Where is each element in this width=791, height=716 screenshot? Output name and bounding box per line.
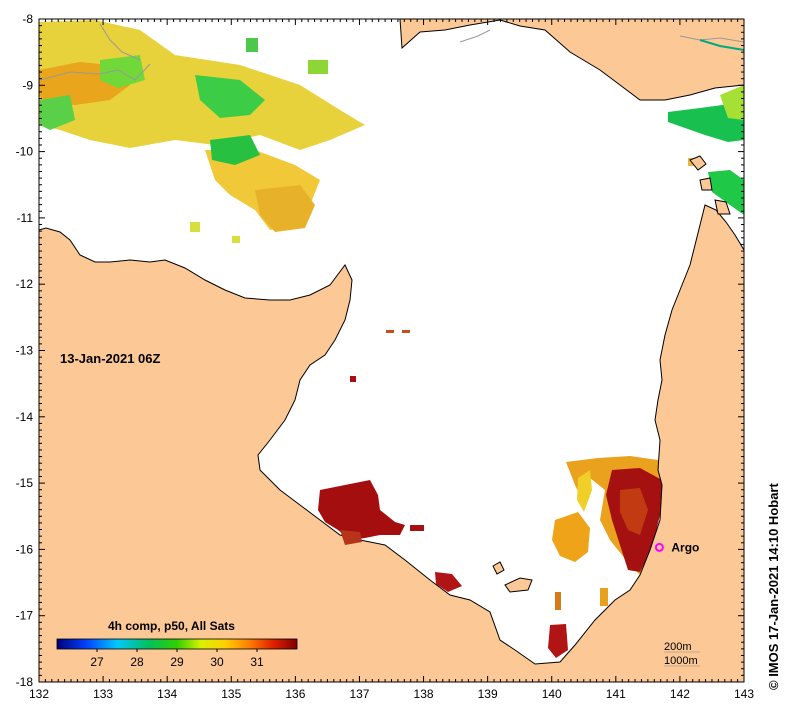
sst-patches-south xyxy=(435,456,662,658)
y-tick-label: -14 xyxy=(16,410,34,424)
island xyxy=(492,561,505,575)
x-tick-label: 142 xyxy=(670,687,690,701)
colorbar: 4h comp, p50, All Sats 27 28 29 30 31 xyxy=(56,619,298,669)
y-tick-label: -18 xyxy=(16,675,34,689)
colorbar-tick-label: 30 xyxy=(210,655,224,669)
river xyxy=(699,39,744,51)
colorbar-gradient xyxy=(56,638,298,650)
island xyxy=(714,199,731,215)
island xyxy=(689,155,707,171)
x-tick-label: 139 xyxy=(478,687,498,701)
y-tick-label: -8 xyxy=(22,12,33,26)
island xyxy=(504,577,533,593)
contour-legend: 200m 1000m xyxy=(664,641,700,667)
x-tick-label: 138 xyxy=(414,687,434,701)
y-tick-label: -17 xyxy=(16,609,34,623)
colorbar-ticks: 27 28 29 30 31 xyxy=(90,649,264,669)
y-tick-label: -15 xyxy=(16,476,34,490)
x-tick-label: 135 xyxy=(221,687,241,701)
y-tick-label: -10 xyxy=(16,145,34,159)
x-tick-label: 137 xyxy=(349,687,369,701)
y-tick-label: -16 xyxy=(16,542,34,556)
x-tick-label: 143 xyxy=(734,687,754,701)
sst-patches-coast xyxy=(318,330,424,545)
rivers xyxy=(39,23,744,81)
x-tick-label: 141 xyxy=(606,687,626,701)
colorbar-tick-label: 27 xyxy=(90,655,104,669)
x-tick-label: 140 xyxy=(542,687,562,701)
x-tick-label: 136 xyxy=(285,687,305,701)
argo-icon xyxy=(654,542,664,552)
axis-ticks: 132 133 134 135 136 137 138 139 140 141 142 143 -8 -9… xyxy=(16,12,755,701)
y-tick-label: -12 xyxy=(16,277,34,291)
contour-label-200m: 200m xyxy=(664,641,692,653)
argo-label: Argo xyxy=(671,540,699,554)
land xyxy=(39,19,744,682)
x-tick-label: 134 xyxy=(157,687,177,701)
x-tick-label: 132 xyxy=(29,687,49,701)
sst-patches-east xyxy=(668,85,744,215)
cape-york-land xyxy=(39,204,744,682)
date-label: 13-Jan-2021 06Z xyxy=(60,351,161,366)
colorbar-title: 4h comp, p50, All Sats xyxy=(108,619,235,633)
x-tick-label: 133 xyxy=(93,687,113,701)
argo-marker: Argo xyxy=(654,540,699,554)
new-guinea-land xyxy=(399,19,744,101)
y-tick-label: -9 xyxy=(22,78,33,92)
contour-label-1000m: 1000m xyxy=(664,655,698,667)
colorbar-tick-label: 31 xyxy=(250,655,264,669)
credit-label: © IMOS 17-Jan-2021 14:10 Hobart xyxy=(766,483,781,690)
y-tick-label: -11 xyxy=(17,211,34,225)
island xyxy=(699,177,713,191)
y-tick-label: -13 xyxy=(16,344,34,358)
colorbar-tick-label: 29 xyxy=(170,655,184,669)
colorbar-tick-label: 28 xyxy=(130,655,144,669)
